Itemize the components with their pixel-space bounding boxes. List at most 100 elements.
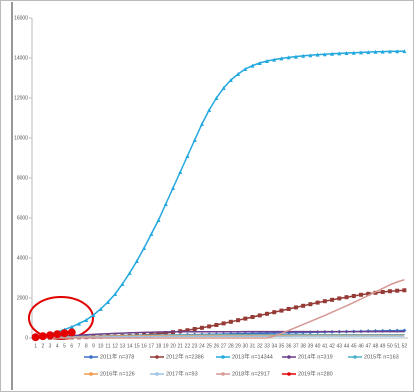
x-tick-label: 47	[365, 343, 371, 349]
marker	[149, 232, 154, 236]
marker	[344, 295, 349, 300]
marker	[265, 59, 269, 63]
legend-label: 2016年 n=126	[100, 369, 135, 377]
x-tick-label: 40	[315, 343, 321, 349]
x-tick-label: 9	[92, 343, 95, 349]
marker	[373, 49, 378, 54]
marker	[380, 290, 385, 294]
x-tick-label: 4	[56, 343, 59, 349]
marker	[351, 50, 356, 55]
x-tick-label: 22	[185, 343, 191, 349]
marker	[185, 154, 190, 158]
y-tick-label: 14000	[14, 55, 28, 61]
marker	[156, 331, 161, 336]
marker	[228, 319, 233, 324]
marker	[366, 291, 371, 296]
x-tick-label: 28	[228, 343, 234, 349]
y-tick-label: 16000	[14, 15, 28, 21]
x-tick-label: 46	[358, 343, 364, 349]
marker	[163, 202, 168, 206]
x-tick-label: 7	[78, 343, 81, 349]
marker	[395, 49, 400, 54]
x-tick-label: 36	[286, 343, 292, 349]
marker	[38, 332, 47, 341]
x-tick-label: 21	[177, 343, 183, 349]
y-tick-label: 6000	[17, 215, 28, 221]
x-tick-label: 43	[337, 343, 343, 349]
marker	[265, 311, 269, 316]
x-tick-label: 23	[192, 343, 198, 349]
marker	[134, 259, 139, 263]
x-tick-label: 35	[279, 343, 285, 349]
marker	[185, 328, 190, 333]
marker	[322, 52, 327, 57]
x-tick-label: 29	[235, 343, 241, 349]
marker	[178, 170, 183, 174]
legend-label: 2019年 n=280	[298, 369, 333, 377]
marker	[142, 246, 147, 250]
x-tick-label: 19	[163, 343, 169, 349]
x-tick-label: 17	[149, 343, 155, 349]
marker	[171, 186, 175, 190]
marker	[293, 305, 298, 310]
legend-label: 2015年 n=163	[364, 352, 399, 360]
x-tick-label: 20	[170, 343, 176, 349]
marker	[46, 331, 55, 340]
marker	[351, 294, 356, 298]
x-tick-label: 12	[112, 343, 118, 349]
marker	[272, 310, 277, 315]
marker	[301, 53, 306, 58]
marker	[337, 296, 342, 301]
legend-label: 2013年 n=14344	[232, 352, 273, 360]
x-tick-label: 32	[257, 343, 263, 349]
legend-swatch	[221, 372, 225, 376]
marker	[315, 52, 320, 57]
y-tick-label: 2000	[17, 295, 28, 301]
marker	[286, 307, 291, 311]
x-tick-label: 5	[63, 343, 66, 349]
legend-label: 2011年 n=378	[100, 352, 134, 360]
legend-label: 2012年 n=2386	[166, 352, 204, 360]
x-tick-label: 14	[127, 343, 133, 349]
marker	[67, 328, 76, 337]
marker	[228, 78, 233, 82]
marker	[192, 138, 197, 142]
marker	[236, 72, 241, 76]
marker	[98, 307, 103, 311]
marker	[395, 288, 400, 293]
marker	[308, 302, 313, 307]
marker	[330, 297, 335, 302]
marker	[344, 51, 349, 55]
marker	[279, 56, 284, 61]
legend-label: 2014年 n=319	[298, 352, 333, 360]
marker	[163, 331, 168, 335]
x-tick-label: 15	[134, 343, 140, 349]
marker	[359, 50, 363, 55]
x-tick-label: 39	[308, 343, 314, 349]
marker	[69, 324, 74, 329]
marker	[207, 108, 212, 112]
x-tick-label: 11	[105, 343, 110, 349]
x-tick-label: 25	[206, 343, 212, 349]
marker	[337, 51, 342, 56]
legend-swatch	[287, 355, 291, 359]
y-tick-label: 12000	[14, 95, 28, 101]
y-tick-label: 8000	[17, 175, 28, 181]
marker	[236, 318, 241, 323]
marker	[214, 96, 219, 100]
x-tick-label: 34	[271, 343, 277, 349]
marker	[120, 282, 125, 286]
x-tick-label: 44	[344, 343, 350, 349]
highlight-ellipse	[28, 296, 94, 340]
x-tick-label: 27	[221, 343, 227, 349]
x-tick-label: 41	[322, 343, 328, 349]
x-tick-label: 26	[214, 343, 220, 349]
series-line	[35, 330, 405, 339]
x-tick-label: 50	[387, 343, 393, 349]
x-tick-label: 31	[250, 343, 256, 349]
marker	[359, 292, 363, 297]
marker	[53, 330, 62, 339]
legend-swatch	[155, 372, 159, 376]
x-tick-label: 37	[293, 343, 299, 349]
marker	[330, 51, 335, 56]
